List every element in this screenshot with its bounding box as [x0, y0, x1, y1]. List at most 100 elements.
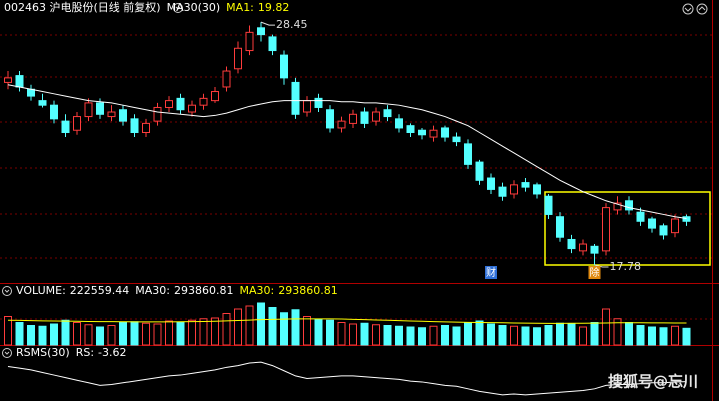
legend: VOLUME: 222559.44 MA30: 293860.81 MA30: 29386…	[16, 284, 338, 297]
volume-bar	[222, 313, 231, 346]
candle-body	[556, 216, 564, 238]
candle-body	[27, 88, 35, 97]
volume-bar	[61, 319, 70, 346]
candle-body	[188, 104, 196, 113]
volume-bar	[50, 323, 58, 346]
candle-body	[533, 184, 541, 195]
legend-value: 222559.44	[70, 284, 130, 297]
volume-bar	[96, 326, 104, 346]
candle-body	[303, 100, 311, 113]
candle-body	[544, 195, 553, 215]
volume-bar	[211, 317, 219, 346]
volume-bar	[303, 316, 311, 346]
volume-bar	[15, 322, 24, 346]
candle-body	[314, 97, 323, 108]
event-marker-box	[485, 266, 497, 279]
volume-bar	[38, 325, 47, 346]
volume-bar	[567, 323, 576, 346]
candle-body	[15, 75, 24, 88]
event-marker: 除	[590, 266, 600, 279]
volume-bar	[579, 326, 587, 346]
candle-body	[4, 77, 12, 83]
candle-body	[280, 54, 288, 79]
volume-bar	[429, 325, 438, 346]
volume-bar	[544, 325, 553, 346]
candle-body	[360, 111, 369, 124]
volume-bar	[360, 322, 369, 346]
candle-body	[61, 120, 70, 134]
volume-bar	[73, 322, 81, 346]
volume-bar	[521, 326, 530, 346]
volume-bar	[165, 320, 173, 346]
volume-bar	[590, 322, 599, 346]
extreme-pointer	[594, 264, 609, 268]
volume-bar	[648, 326, 656, 346]
volume-bar	[188, 319, 196, 346]
volume-bar	[510, 325, 518, 346]
candle-body	[452, 136, 461, 143]
indicator-line	[7, 84, 687, 220]
candle-body	[130, 118, 139, 134]
volume-bar	[441, 325, 449, 346]
candle-body	[50, 104, 58, 120]
volume-bar	[613, 318, 622, 346]
volume-bar	[257, 302, 265, 346]
volume-bar	[383, 325, 392, 346]
candle-body	[475, 161, 484, 181]
candle-body	[142, 122, 150, 134]
volume-bar	[625, 322, 633, 346]
candle-body	[406, 125, 415, 134]
candle-body	[84, 102, 93, 118]
highlight-box	[544, 191, 711, 266]
event-marker: 财	[486, 266, 496, 279]
candle-body	[222, 70, 231, 88]
candle-body	[418, 129, 426, 136]
candle-body	[268, 36, 277, 52]
candle-body	[625, 200, 633, 211]
candle-body	[521, 182, 530, 188]
volume-bar	[498, 325, 507, 346]
volume-bar	[119, 322, 127, 346]
candle-body	[659, 225, 668, 236]
volume-bar	[107, 325, 116, 346]
volume-bar	[487, 323, 495, 346]
panel-toggles[interactable]	[2, 3, 183, 358]
candle-body	[119, 109, 127, 122]
volume-bar	[326, 319, 334, 346]
volume-bar	[464, 322, 472, 346]
volume-bar	[280, 312, 288, 346]
extreme-pointer	[260, 21, 275, 26]
candle-body	[602, 207, 610, 252]
event-marker-box	[588, 266, 601, 279]
volume-bar	[395, 325, 403, 346]
candle-body	[107, 111, 116, 118]
volume-bar	[533, 327, 541, 346]
volume-bar	[671, 325, 679, 346]
candle-body	[176, 97, 185, 111]
volume-bar	[84, 324, 93, 346]
legend-label: RSMS(30)	[16, 346, 70, 359]
candle-body	[441, 127, 449, 138]
volume-bar	[291, 309, 300, 346]
legend-label: RS:	[76, 346, 94, 359]
candle-body	[383, 109, 392, 118]
candle-body	[199, 97, 208, 106]
watermark: 搜狐号@忘川	[608, 373, 698, 391]
legend-value: 19.82	[258, 1, 290, 14]
candle-body	[326, 109, 334, 129]
volume-bar	[245, 305, 254, 346]
candle-body	[165, 100, 173, 108]
legend: RSMS(30) RS: -3.62	[16, 346, 127, 359]
legend-label: MA30(30)	[167, 1, 221, 14]
extreme-label: 28.45	[276, 18, 308, 31]
indicator-line	[7, 361, 687, 396]
legend-label: MA1:	[226, 1, 254, 14]
window-controls[interactable]	[682, 3, 708, 15]
volume-bar	[234, 308, 242, 346]
volume-bar	[372, 324, 380, 346]
candle-body	[613, 202, 622, 211]
candle-body	[648, 218, 656, 229]
volume-bar	[199, 318, 208, 346]
